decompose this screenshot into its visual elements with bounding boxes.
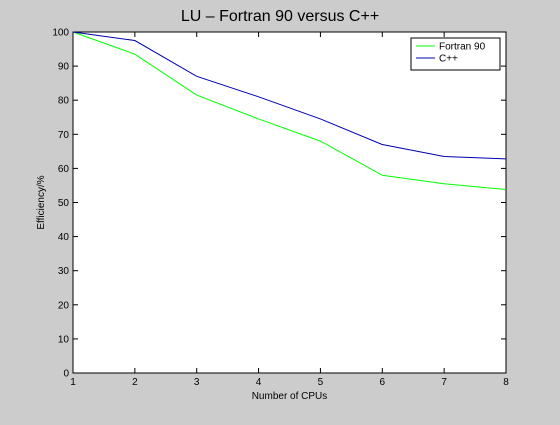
plot-area bbox=[72, 31, 507, 374]
y-tick-label: 50 bbox=[58, 198, 70, 209]
x-tick-label: 4 bbox=[256, 377, 262, 388]
series-lines bbox=[72, 31, 507, 191]
x-tick-label: 1 bbox=[70, 377, 76, 388]
y-tick-label: 0 bbox=[63, 369, 69, 380]
legend: Fortran 90C++ bbox=[410, 37, 501, 71]
legend-box bbox=[410, 37, 501, 71]
x-tick-label: 5 bbox=[318, 377, 324, 388]
x-tick-label: 6 bbox=[380, 377, 386, 388]
chart-title: LU – Fortran 90 versus C++ bbox=[181, 8, 379, 25]
y-tick-label: 30 bbox=[58, 266, 70, 277]
y-tick-label: 40 bbox=[58, 232, 70, 243]
y-tick-label: 80 bbox=[58, 96, 70, 107]
y-tick-label: 10 bbox=[58, 334, 70, 345]
y-tick-label: 60 bbox=[58, 164, 70, 175]
x-tick-label: 3 bbox=[194, 377, 200, 388]
series-line-fortran-90 bbox=[72, 31, 507, 191]
y-axis-label: Efficiency/% bbox=[36, 175, 47, 229]
y-tick-label: 70 bbox=[58, 130, 70, 141]
legend-label: Fortran 90 bbox=[439, 42, 486, 53]
series-line-c bbox=[72, 31, 507, 160]
y-tick-label: 100 bbox=[52, 28, 69, 39]
y-tick-label: 90 bbox=[58, 62, 70, 73]
x-tick-label: 7 bbox=[441, 377, 447, 388]
x-axis-label: Number of CPUs bbox=[252, 391, 328, 402]
x-tick-label: 8 bbox=[503, 377, 509, 388]
x-tick-label: 2 bbox=[132, 377, 138, 388]
legend-label: C++ bbox=[439, 54, 458, 65]
y-tick-label: 20 bbox=[58, 300, 70, 311]
